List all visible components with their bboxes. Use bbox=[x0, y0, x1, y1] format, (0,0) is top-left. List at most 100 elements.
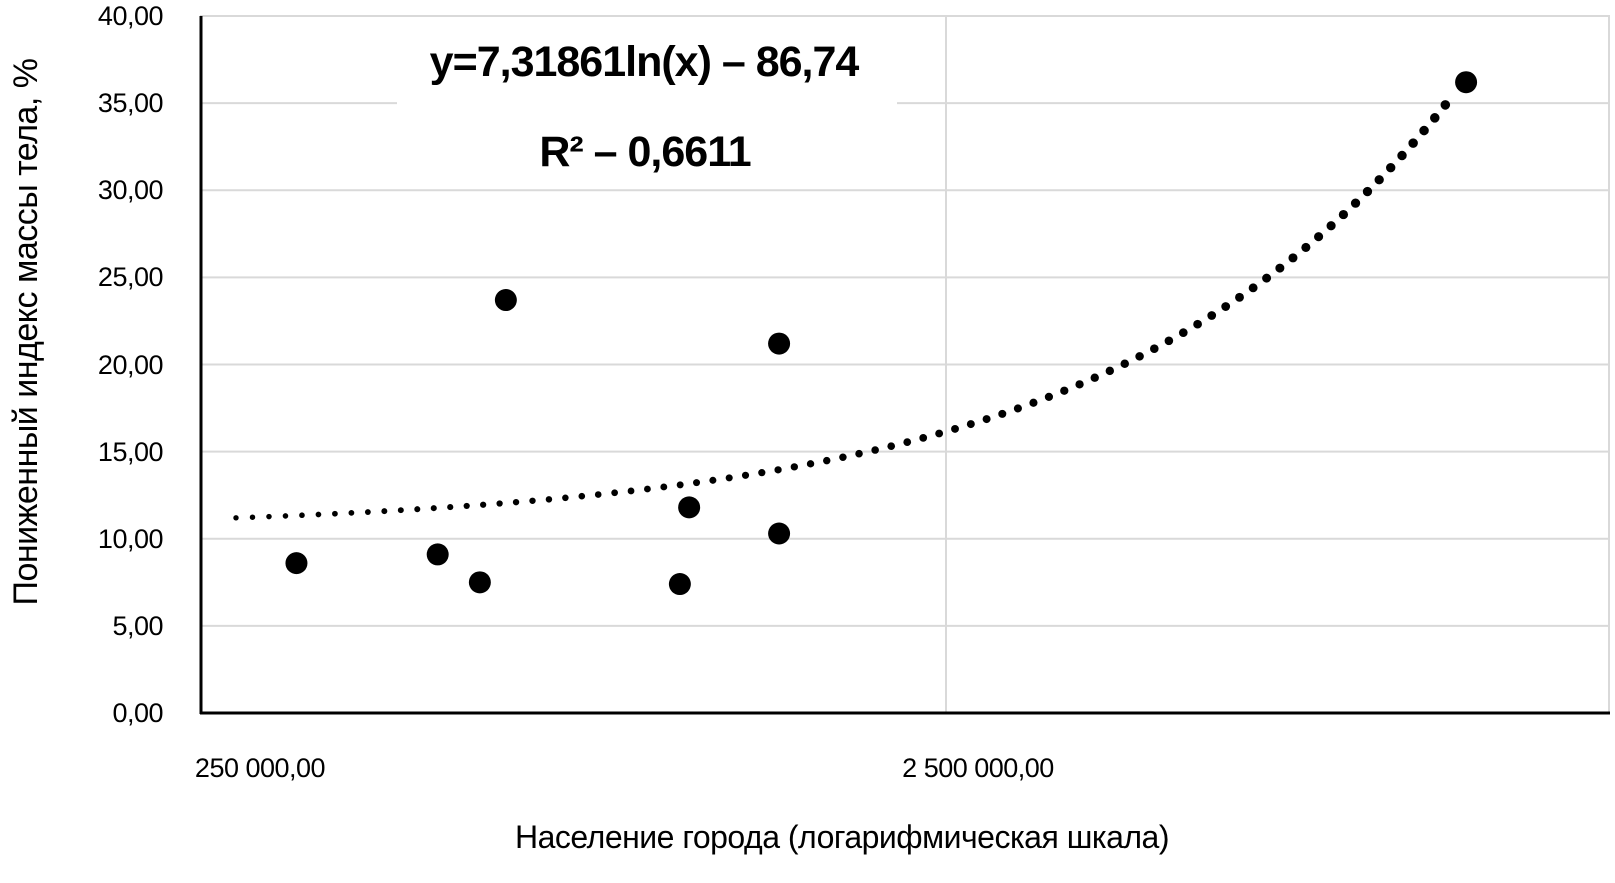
trend-dot bbox=[480, 501, 487, 508]
trend-dot bbox=[1301, 242, 1311, 252]
trend-dot bbox=[299, 512, 305, 519]
trend-dot bbox=[249, 514, 256, 520]
trend-dot bbox=[332, 510, 338, 517]
trend-dot bbox=[496, 500, 503, 507]
y-tick-label: 35,00 bbox=[97, 88, 164, 119]
trend-dot bbox=[315, 511, 322, 518]
trend-dot bbox=[982, 415, 991, 424]
trend-dot bbox=[1326, 221, 1336, 231]
trend-dot bbox=[1060, 386, 1069, 395]
data-point bbox=[285, 552, 308, 575]
trend-dot bbox=[282, 513, 289, 519]
trend-dot bbox=[1248, 283, 1258, 293]
trend-dot bbox=[364, 509, 371, 515]
trend-dot bbox=[447, 504, 454, 511]
y-axis-title: Пониженный индекс массы тела, % bbox=[7, 58, 45, 606]
trend-dot bbox=[1430, 113, 1440, 123]
trend-dot bbox=[660, 483, 668, 491]
trend-dot bbox=[1013, 404, 1022, 413]
trend-dot bbox=[1275, 263, 1285, 273]
x-tick-label: 2 500 000,00 bbox=[902, 753, 1054, 783]
trend-dot bbox=[1408, 138, 1418, 148]
trend-dot bbox=[578, 492, 586, 500]
trend-dot bbox=[414, 506, 421, 513]
trend-dot bbox=[839, 453, 847, 461]
trend-dot bbox=[1350, 198, 1361, 208]
trend-dot bbox=[1374, 175, 1384, 185]
trend-dot bbox=[951, 424, 959, 433]
trend-dot bbox=[887, 442, 896, 450]
trend-dot bbox=[903, 438, 912, 446]
trend-dot bbox=[1150, 344, 1159, 353]
trend-dot bbox=[774, 466, 782, 474]
data-point bbox=[1455, 71, 1478, 94]
trend-dot bbox=[693, 479, 701, 487]
data-point bbox=[678, 496, 701, 519]
equation-background bbox=[397, 24, 897, 178]
axis-lines bbox=[199, 16, 1610, 715]
trend-dot bbox=[1193, 319, 1202, 329]
trend-dot bbox=[823, 456, 831, 465]
data-point bbox=[426, 543, 449, 566]
trend-dot bbox=[1207, 311, 1217, 320]
trend-dot bbox=[1288, 253, 1298, 263]
trend-dot bbox=[381, 508, 388, 515]
y-tick-label: 5,00 bbox=[112, 610, 163, 641]
trend-dot bbox=[430, 505, 437, 512]
trend-dot bbox=[1338, 209, 1349, 220]
r-squared-label: R² – 0,6611 bbox=[539, 128, 751, 176]
y-tick-label: 40,00 bbox=[97, 1, 164, 31]
trend-dot bbox=[1235, 292, 1244, 302]
y-tick-label: 10,00 bbox=[97, 523, 164, 554]
trend-dot bbox=[935, 429, 944, 438]
trend-dot bbox=[1164, 336, 1174, 346]
data-point bbox=[468, 571, 491, 594]
trend-dot bbox=[1440, 100, 1451, 110]
trend-dot bbox=[1135, 352, 1144, 361]
y-tick-label: 25,00 bbox=[97, 262, 164, 293]
trend-dot bbox=[1029, 398, 1038, 407]
y-tick-label: 30,00 bbox=[97, 175, 164, 206]
trend-dot bbox=[1105, 366, 1115, 376]
trend-dot bbox=[1314, 232, 1324, 242]
trend-dot bbox=[1090, 373, 1099, 382]
trend-dot bbox=[1075, 380, 1084, 389]
data-point bbox=[768, 332, 791, 355]
trend-dot bbox=[1262, 273, 1272, 283]
trend-dot bbox=[512, 498, 520, 506]
trend-dot bbox=[627, 487, 635, 495]
trend-dot bbox=[919, 434, 928, 442]
trend-dot bbox=[397, 507, 404, 514]
trend-dot bbox=[1386, 163, 1396, 173]
trend-dot bbox=[806, 460, 815, 468]
y-tick-label: 15,00 bbox=[97, 436, 164, 467]
trend-dot bbox=[644, 485, 651, 493]
scatter-points bbox=[285, 71, 1478, 596]
trend-dot bbox=[709, 476, 717, 484]
trend-dot bbox=[233, 515, 239, 521]
trend-dot bbox=[1362, 186, 1373, 197]
trend-dot bbox=[463, 502, 470, 510]
trend-dot bbox=[966, 420, 975, 429]
data-point bbox=[494, 289, 517, 312]
trend-dot bbox=[348, 509, 355, 516]
trend-dot bbox=[725, 474, 733, 482]
trend-dot bbox=[594, 491, 602, 498]
data-point bbox=[768, 522, 791, 545]
trend-dot bbox=[611, 489, 618, 497]
y-tick-label: 0,00 bbox=[112, 698, 163, 728]
trend-dot bbox=[529, 497, 536, 504]
trend-dot bbox=[790, 463, 798, 471]
trend-dot bbox=[998, 409, 1007, 418]
x-tick-label: 250 000,00 bbox=[194, 753, 326, 783]
trend-dot bbox=[676, 481, 684, 489]
trend-equation-label: y=7,31861ln(x) – 86,74 bbox=[429, 38, 860, 86]
trendline-dots bbox=[233, 100, 1451, 521]
trend-dot bbox=[855, 449, 863, 458]
trend-dot bbox=[266, 513, 272, 520]
data-point bbox=[668, 573, 691, 596]
trend-dot bbox=[1044, 392, 1054, 401]
trend-dot bbox=[1178, 328, 1188, 337]
trend-dot bbox=[758, 469, 766, 477]
